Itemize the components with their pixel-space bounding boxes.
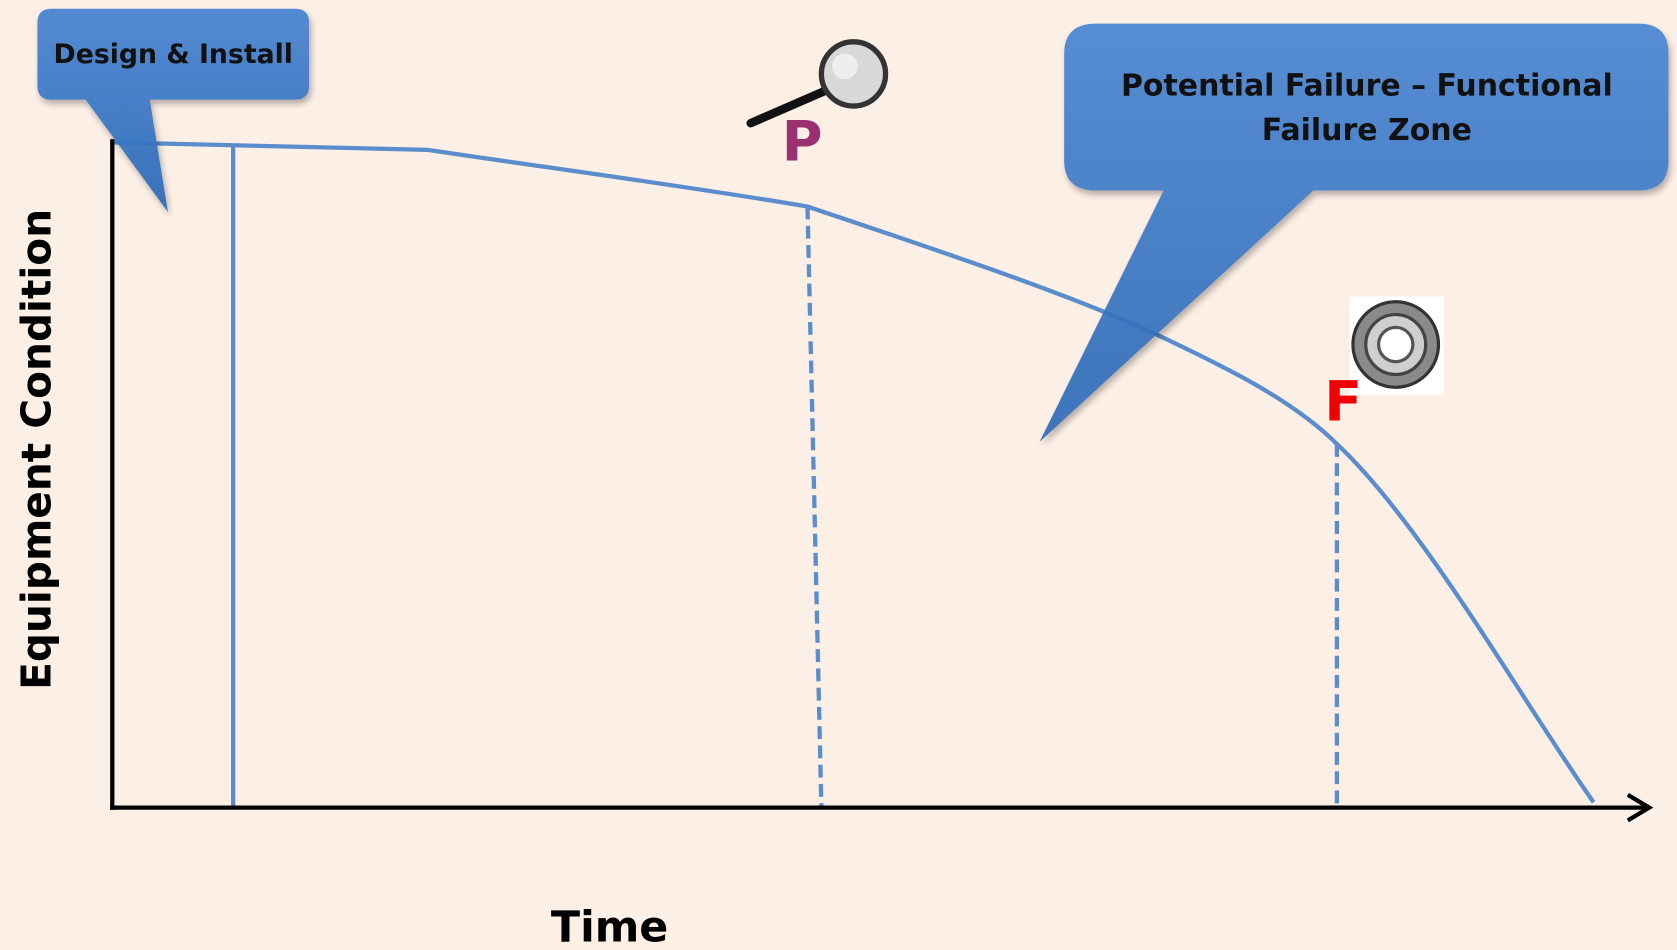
design-callout: [37, 8, 310, 212]
f-label: F: [1324, 369, 1362, 434]
zone-callout-text: Potential Failure – Functional: [1121, 68, 1613, 103]
y-axis-label: Equipment Condition: [12, 209, 60, 690]
bearing-icon: [1349, 296, 1444, 395]
p-line: [805, 206, 824, 808]
zone-callout: [1039, 23, 1669, 442]
p-label: P: [782, 110, 823, 175]
design-callout-text: Design & Install: [54, 39, 293, 70]
magnifier-icon: [746, 39, 889, 128]
zone-callout-text: Failure Zone: [1262, 113, 1472, 148]
x-axis-arrow: [1626, 792, 1654, 823]
x-axis-label: Time: [551, 902, 668, 950]
